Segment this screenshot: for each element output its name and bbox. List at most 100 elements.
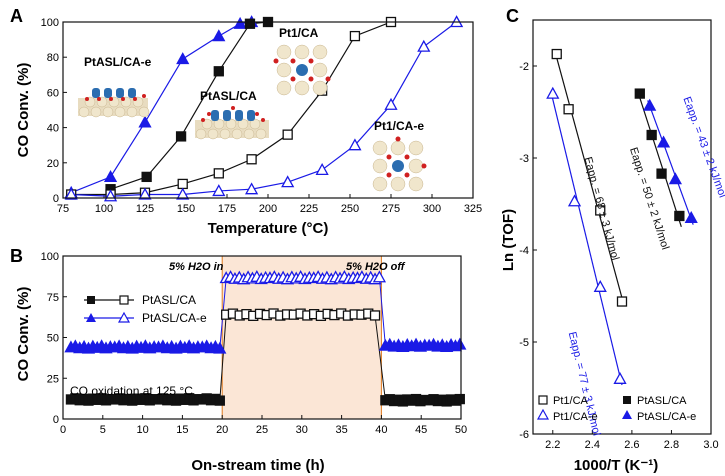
data-point-Pt1/CA-e: [176, 187, 190, 200]
data-point-PtASL/CA: [674, 210, 685, 222]
panel-b-xtick-label: 0: [60, 424, 66, 436]
condition-annotation: CO oxidation at 125 °C: [70, 384, 193, 398]
data-point-PtASL/CA-e: [668, 172, 682, 185]
panel-b-ylabel: CO Conv. (%): [15, 287, 32, 382]
legend-c-pt1-ca: Pt1/CA: [553, 395, 589, 407]
panel-b-xlabel: On-stream time (h): [191, 457, 324, 474]
fit-line-Pt1/CA: [554, 50, 625, 306]
label-pt1-cae: Pt1/CA-e: [374, 119, 424, 133]
panel-b-ytick-label: 75: [47, 292, 59, 304]
ptasl-cae-structure-image: [78, 88, 150, 118]
panel-c-xtick-label: 2.8: [664, 439, 679, 451]
data-point-PtASL/CA-e: [684, 210, 698, 223]
data-point-Pt1/CA-e: [417, 39, 431, 52]
panel-a-chart: CO Conv. (%) Temperature (°C) 75 100 125 15…: [15, 15, 482, 237]
panel-b-xtick-label: 45: [415, 424, 427, 436]
panel-b-xtick-label: 5: [100, 424, 106, 436]
panel-a-xtick-label: 175: [218, 203, 236, 215]
activation-energy-label: Eapp. = 50 ± 2 kJ/mol: [627, 146, 671, 251]
data-point-PtASL/CA-e: [138, 115, 152, 128]
panel-a-xtick-label: 150: [177, 203, 195, 215]
legend-c-pt1-cae: Pt1/CA-e: [553, 411, 598, 423]
data-point-Pt1/CA-e: [138, 187, 152, 200]
panel-c-ylabel: Ln (TOF): [500, 209, 517, 271]
label-ptasl-ca: PtASL/CA: [200, 89, 257, 103]
panel-b-xtick-label: 35: [335, 424, 347, 436]
data-point-Pt1/CA: [616, 296, 628, 307]
panel-c-frame: [532, 19, 712, 435]
data-point-PtASL/CA: [656, 168, 667, 179]
panel-b-ytick-label: 0: [53, 414, 59, 426]
panel-a-xtick-label: 250: [341, 203, 359, 215]
fit-line-Pt1/CA-e: [550, 91, 623, 386]
activation-energy-label: Eapp. = 68 ± 3 kJ/mol: [582, 156, 622, 262]
data-point-Pt1/CA-e: [64, 187, 78, 200]
panel-b-xtick-label: 50: [455, 424, 467, 436]
data-point-PtASL/CA: [214, 395, 225, 406]
panel-a-xtick-label: 325: [464, 203, 482, 215]
data-point-PtASL/CA: [369, 310, 381, 321]
data-point-Pt1/CA: [246, 154, 257, 165]
data-point-Pt1/CA-e: [245, 182, 259, 195]
panel-b-xtick-label: 10: [136, 424, 148, 436]
panel-c-xtick-label: 2.2: [545, 439, 560, 451]
data-point-Pt1/CA: [563, 104, 574, 115]
panel-a-ytick-label: 100: [41, 17, 59, 29]
panel-c-ytick-label: -2: [519, 61, 529, 73]
data-point-Pt1/CA-e: [567, 194, 582, 207]
panel-c-ytick-label: -6: [519, 429, 529, 441]
pt1-cae-structure-image: [372, 136, 427, 192]
panel-a-ylabel: CO Conv. (%): [15, 63, 32, 158]
legend-c-ptasl-cae: PtASL/CA-e: [637, 411, 696, 423]
data-point-Pt1/CA-e: [281, 175, 295, 188]
label-ptasl-cae: PtASL/CA-e: [84, 55, 152, 69]
data-point-Pt1/CA: [282, 129, 293, 140]
pt1-ca-structure-image: [273, 44, 331, 96]
data-point-Pt1/CA: [551, 48, 562, 60]
data-point-PtASL/CA: [244, 18, 256, 29]
panel-b-xtick-label: 20: [216, 424, 228, 436]
data-point-PtASL/CA: [141, 171, 152, 183]
data-point-Pt1/CA: [349, 30, 361, 42]
series-line-Pt1/CA-e: [71, 21, 457, 197]
panel-a-xtick-label: 225: [300, 203, 318, 215]
data-point-PtASL/CA: [634, 88, 645, 99]
panel-b-xtick-label: 25: [256, 424, 268, 436]
data-point-PtASL/CA: [213, 66, 224, 77]
data-point-Pt1/CA-e: [593, 279, 607, 292]
data-point-PtASL/CA-e: [233, 16, 247, 29]
panel-letter-b: B: [10, 246, 23, 266]
data-point-Pt1/CA-e: [613, 371, 627, 384]
series-line-Pt1/CA: [71, 21, 392, 196]
data-point-PtASL/CA-e: [213, 341, 227, 354]
panel-b-xtick-label: 30: [296, 424, 308, 436]
data-point-PtASL/CA-e: [656, 135, 671, 148]
legend-b-ptasl-cae: PtASL/CA-e: [142, 311, 207, 325]
panel-a-ytick-label: 40: [47, 123, 59, 135]
panel-b-xtick-label: 15: [176, 424, 188, 436]
panel-a-xtick-label: 200: [259, 203, 277, 215]
panel-a-xtick-label: 75: [57, 203, 69, 215]
data-point-PtASL/CA: [646, 129, 657, 141]
ptasl-ca-structure-image: [195, 106, 269, 140]
panel-c-chart: Ln (TOF) 1000/T (K⁻¹) 2.2 2.4 2.6 2.8 3.0 -6 -…: [500, 19, 725, 474]
panel-a-frame: [62, 21, 474, 199]
data-point-PtASL/CA-e: [372, 270, 387, 283]
panel-c-xtick-label: 2.6: [624, 439, 639, 451]
data-point-PtASL/CA-e: [212, 29, 226, 42]
data-point-PtASL/CA: [175, 131, 187, 142]
panel-c-xtick-label: 3.0: [703, 439, 718, 451]
data-point-PtASL/CA-e: [103, 170, 118, 183]
data-point-Pt1/CA: [595, 205, 606, 216]
legend-b-ptasl-ca: PtASL/CA: [142, 293, 196, 307]
panel-c-ytick-label: -4: [519, 245, 529, 257]
panel-a-xlabel: Temperature (°C): [208, 220, 329, 237]
panel-c-legend: Pt1/CA PtASL/CA Pt1/CA-e PtASL/CA-e: [536, 395, 696, 423]
panel-c-ytick-label: -3: [519, 153, 529, 165]
panel-b-ytick-label: 50: [47, 333, 59, 345]
data-point-Pt1/CA-e: [384, 97, 398, 110]
panel-b-ytick-label: 100: [41, 251, 59, 263]
activation-energy-label: Eapp. = 43 ± 2 kJ/mol: [680, 95, 725, 199]
panel-c-xlabel: 1000/T (K⁻¹): [574, 457, 659, 474]
